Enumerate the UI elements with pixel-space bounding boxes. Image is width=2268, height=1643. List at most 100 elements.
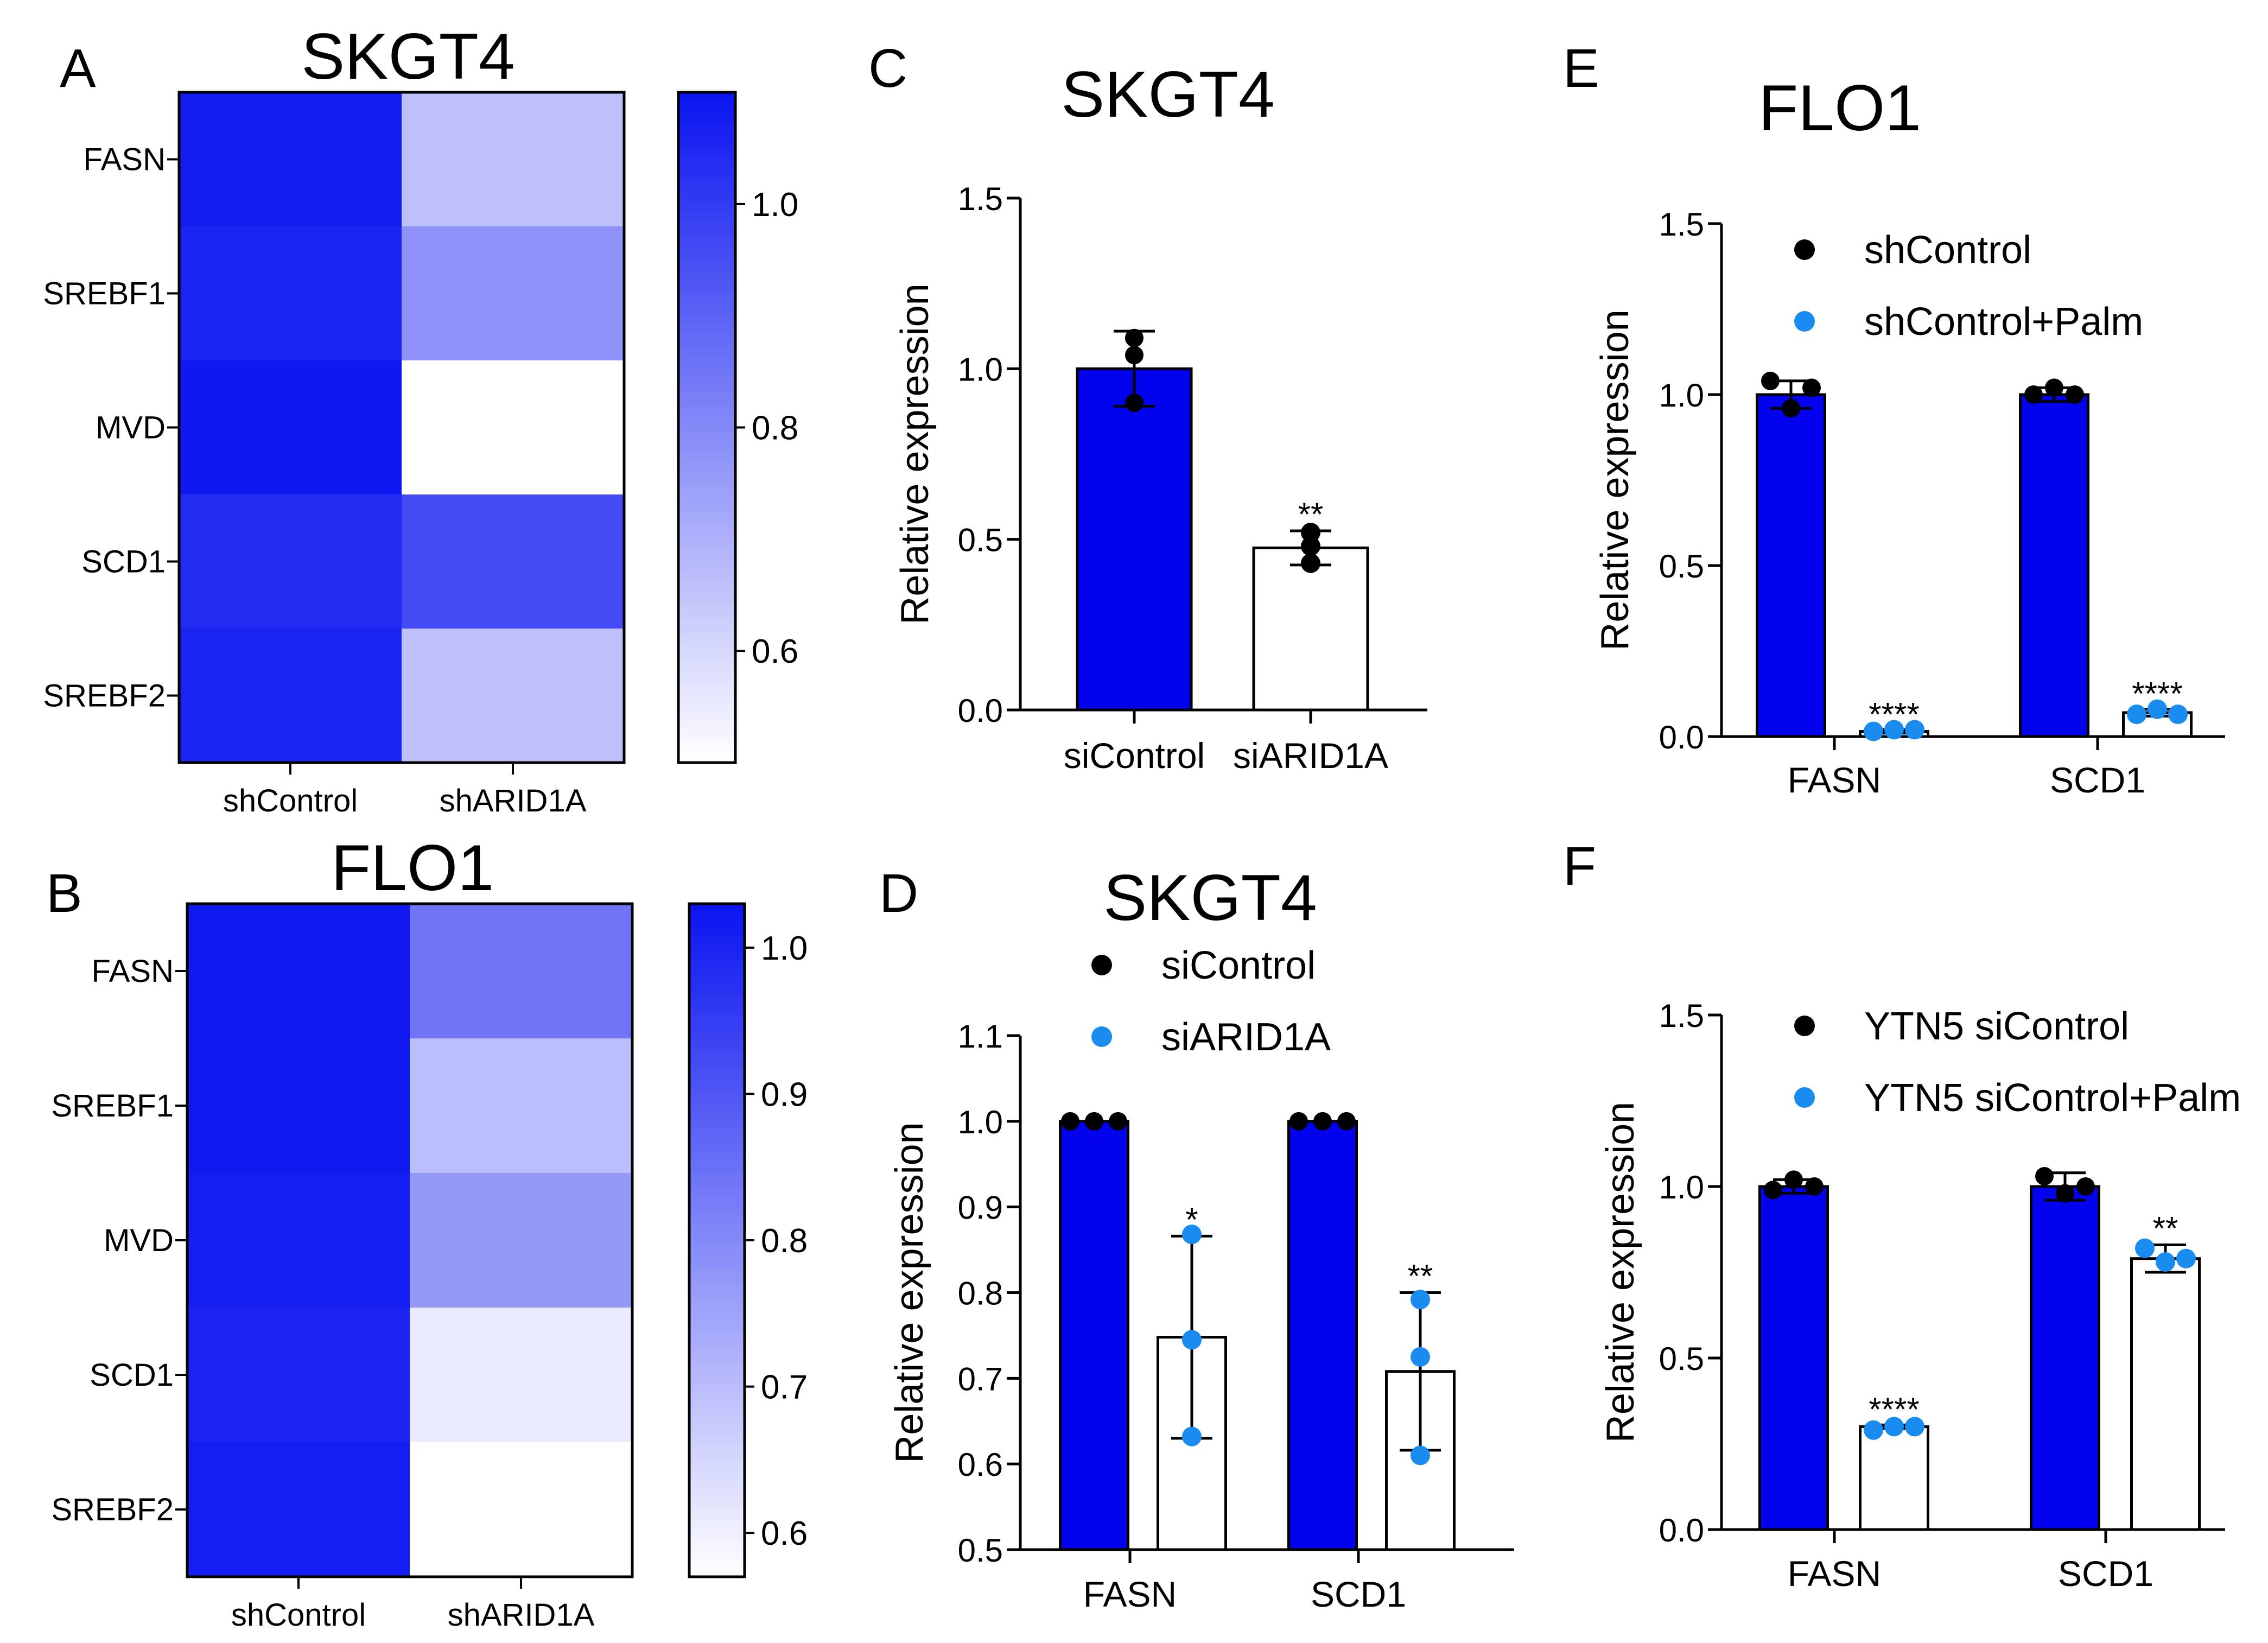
legend-marker: [1091, 955, 1112, 975]
data-point: [1802, 378, 1821, 397]
y-tick-label: 0.8: [958, 1276, 1003, 1312]
significance-label: ****: [1869, 1391, 1919, 1428]
y-tick-label: 1.5: [1659, 206, 1704, 243]
heatmap-b: FASN SREBF1 MVD SCD1 SREBF2 shControl shARID1A…: [51, 902, 808, 1633]
y-tick-label: 0.5: [958, 522, 1003, 559]
colorbar-tick-label: 1.0: [761, 930, 808, 967]
heatmap-cell: [179, 629, 402, 763]
heatmap-cell: [410, 904, 633, 1039]
significance-label: ****: [1869, 696, 1919, 732]
bar-chart-d: 0.5 0.6 0.7 0.8 0.9 1.0 1.1 Relative expression…: [888, 944, 1514, 1614]
heatmap-cell: [187, 1038, 410, 1173]
heatmap-cell: [402, 629, 625, 763]
legend-label: siControl: [1161, 944, 1316, 987]
legend-marker: [1794, 311, 1815, 332]
panel-letter-b: B: [46, 863, 82, 924]
legend-label: YTN5 siControl: [1864, 1005, 2129, 1048]
data-point: [1085, 1112, 1103, 1131]
data-point: [1301, 536, 1320, 556]
data-point: [1182, 1426, 1202, 1447]
y-tick-label: 0.0: [958, 693, 1003, 729]
bar-chart-c: 0.0 0.5 1.0 1.5 Relative expression siControl…: [893, 181, 1427, 776]
data-point: [1411, 1290, 1430, 1310]
panel-letter-a: A: [60, 38, 96, 99]
heatmap-row-label: SREBF2: [51, 1492, 174, 1527]
x-category-label: SCD1: [2058, 1553, 2153, 1594]
data-point: [2066, 385, 2084, 404]
y-tick-label: 0.0: [1659, 719, 1704, 756]
y-tick-label: 1.0: [1659, 1169, 1704, 1206]
y-tick-label: 1.0: [1659, 377, 1704, 414]
data-point: [1884, 1417, 1904, 1437]
panel-letter-e: E: [1563, 38, 1599, 99]
data-point: [2056, 1184, 2074, 1203]
colorbar: [677, 91, 737, 764]
y-tick-label: 0.5: [1659, 1341, 1704, 1377]
data-point: [1289, 1112, 1308, 1131]
heatmap-cell: [179, 494, 402, 629]
legend-label: shControl+Palm: [1864, 300, 2143, 344]
heatmap-row-label: MVD: [104, 1223, 174, 1258]
data-point: [1761, 371, 1780, 390]
data-point: [1301, 523, 1320, 543]
heatmap-cell: [187, 1173, 410, 1308]
x-category-label: siControl: [1064, 735, 1205, 776]
significance-label: **: [1298, 496, 1324, 532]
heatmap-cell: [187, 904, 410, 1039]
title-b: FLO1: [331, 832, 494, 904]
bar: [1859, 1425, 1929, 1531]
data-point: [2045, 378, 2063, 397]
data-point: [1764, 1181, 1782, 1200]
panel-letter-d: D: [879, 863, 918, 924]
data-point: [1411, 1347, 1430, 1367]
heatmap-row-label: FASN: [84, 142, 166, 177]
y-tick-label: 1.0: [958, 351, 1003, 388]
data-point: [2024, 385, 2043, 404]
bar: [1076, 367, 1193, 712]
data-point: [2176, 1248, 2196, 1268]
data-point: [1182, 1330, 1202, 1350]
data-point: [1125, 328, 1143, 347]
colorbar: [688, 902, 746, 1578]
heatmap-row-label: SREBF1: [51, 1088, 174, 1124]
bar-chart-f: 0.0 0.5 1.0 1.5 Relative expression FASN SCD1 *…: [1599, 998, 2241, 1594]
heatmap-col-label: shARID1A: [440, 783, 587, 819]
heatmap-cell: [179, 360, 402, 495]
y-axis-label: Relative expression: [1593, 309, 1637, 650]
y-tick-label: 1.0: [958, 1104, 1003, 1140]
bar: [2019, 393, 2089, 738]
bar-chart-e: 0.0 0.5 1.0 1.5 Relative expression FASN SCD1 *…: [1593, 206, 2225, 800]
heatmap-row-label: SCD1: [90, 1357, 174, 1393]
heatmap-cell: [187, 1308, 410, 1443]
colorbar-tick-label: 0.9: [761, 1076, 808, 1113]
data-point: [1864, 1420, 1883, 1440]
heatmap-row-label: MVD: [96, 410, 166, 446]
heatmap-row-label: SREBF1: [43, 276, 166, 312]
significance-label: **: [1408, 1258, 1433, 1295]
colorbar-tick-label: 0.8: [752, 410, 798, 447]
x-category-label: siARID1A: [1233, 735, 1388, 776]
heatmap-cell: [402, 360, 625, 495]
colorbar-tick-label: 0.7: [761, 1369, 808, 1406]
y-tick-label: 0.5: [1659, 548, 1704, 585]
significance-label: *: [1185, 1201, 1198, 1238]
y-tick-label: 0.5: [958, 1532, 1003, 1569]
y-tick-label: 0.0: [1659, 1512, 1704, 1549]
heatmap-cell: [410, 1038, 633, 1173]
heatmap-row-label: FASN: [92, 954, 174, 989]
data-point: [1313, 1112, 1332, 1131]
legend-marker: [1794, 239, 1815, 260]
bar: [1287, 1120, 1358, 1551]
data-point: [1884, 720, 1904, 740]
heatmap-cell: [402, 494, 625, 629]
legend-label: shControl: [1864, 229, 2031, 272]
x-category-label: SCD1: [2050, 760, 2145, 800]
x-category-label: FASN: [1788, 1553, 1881, 1594]
bar: [1059, 1120, 1129, 1551]
x-category-label: FASN: [1788, 760, 1881, 800]
data-point: [2135, 1238, 2155, 1258]
y-tick-label: 0.6: [958, 1447, 1003, 1483]
significance-label: ****: [2132, 676, 2182, 712]
legend-marker: [1794, 1016, 1815, 1036]
data-point: [2035, 1167, 2054, 1186]
